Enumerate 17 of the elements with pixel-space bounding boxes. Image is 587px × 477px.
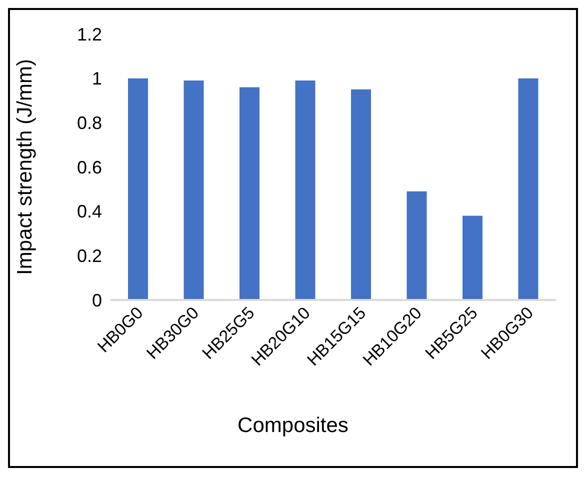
- y-tick-label: 1.2: [76, 24, 102, 44]
- x-axis-title: Composites: [236, 414, 350, 438]
- bar: [518, 78, 538, 300]
- bar: [351, 89, 371, 300]
- bar: [240, 87, 260, 300]
- bar: [128, 78, 148, 300]
- bar: [462, 216, 482, 300]
- y-tick-label: 1: [92, 68, 102, 89]
- y-tick-label: 0.6: [76, 157, 102, 178]
- y-tick-label: 0.8: [76, 113, 102, 134]
- bar: [406, 191, 427, 300]
- bar: [295, 80, 316, 300]
- bar: [184, 80, 204, 300]
- y-tick-label: 0: [92, 290, 102, 310]
- y-axis-title: Impact strength (J/mm): [13, 59, 36, 275]
- y-tick-label: 0.2: [76, 246, 102, 266]
- y-tick-label: 0.4: [76, 202, 102, 222]
